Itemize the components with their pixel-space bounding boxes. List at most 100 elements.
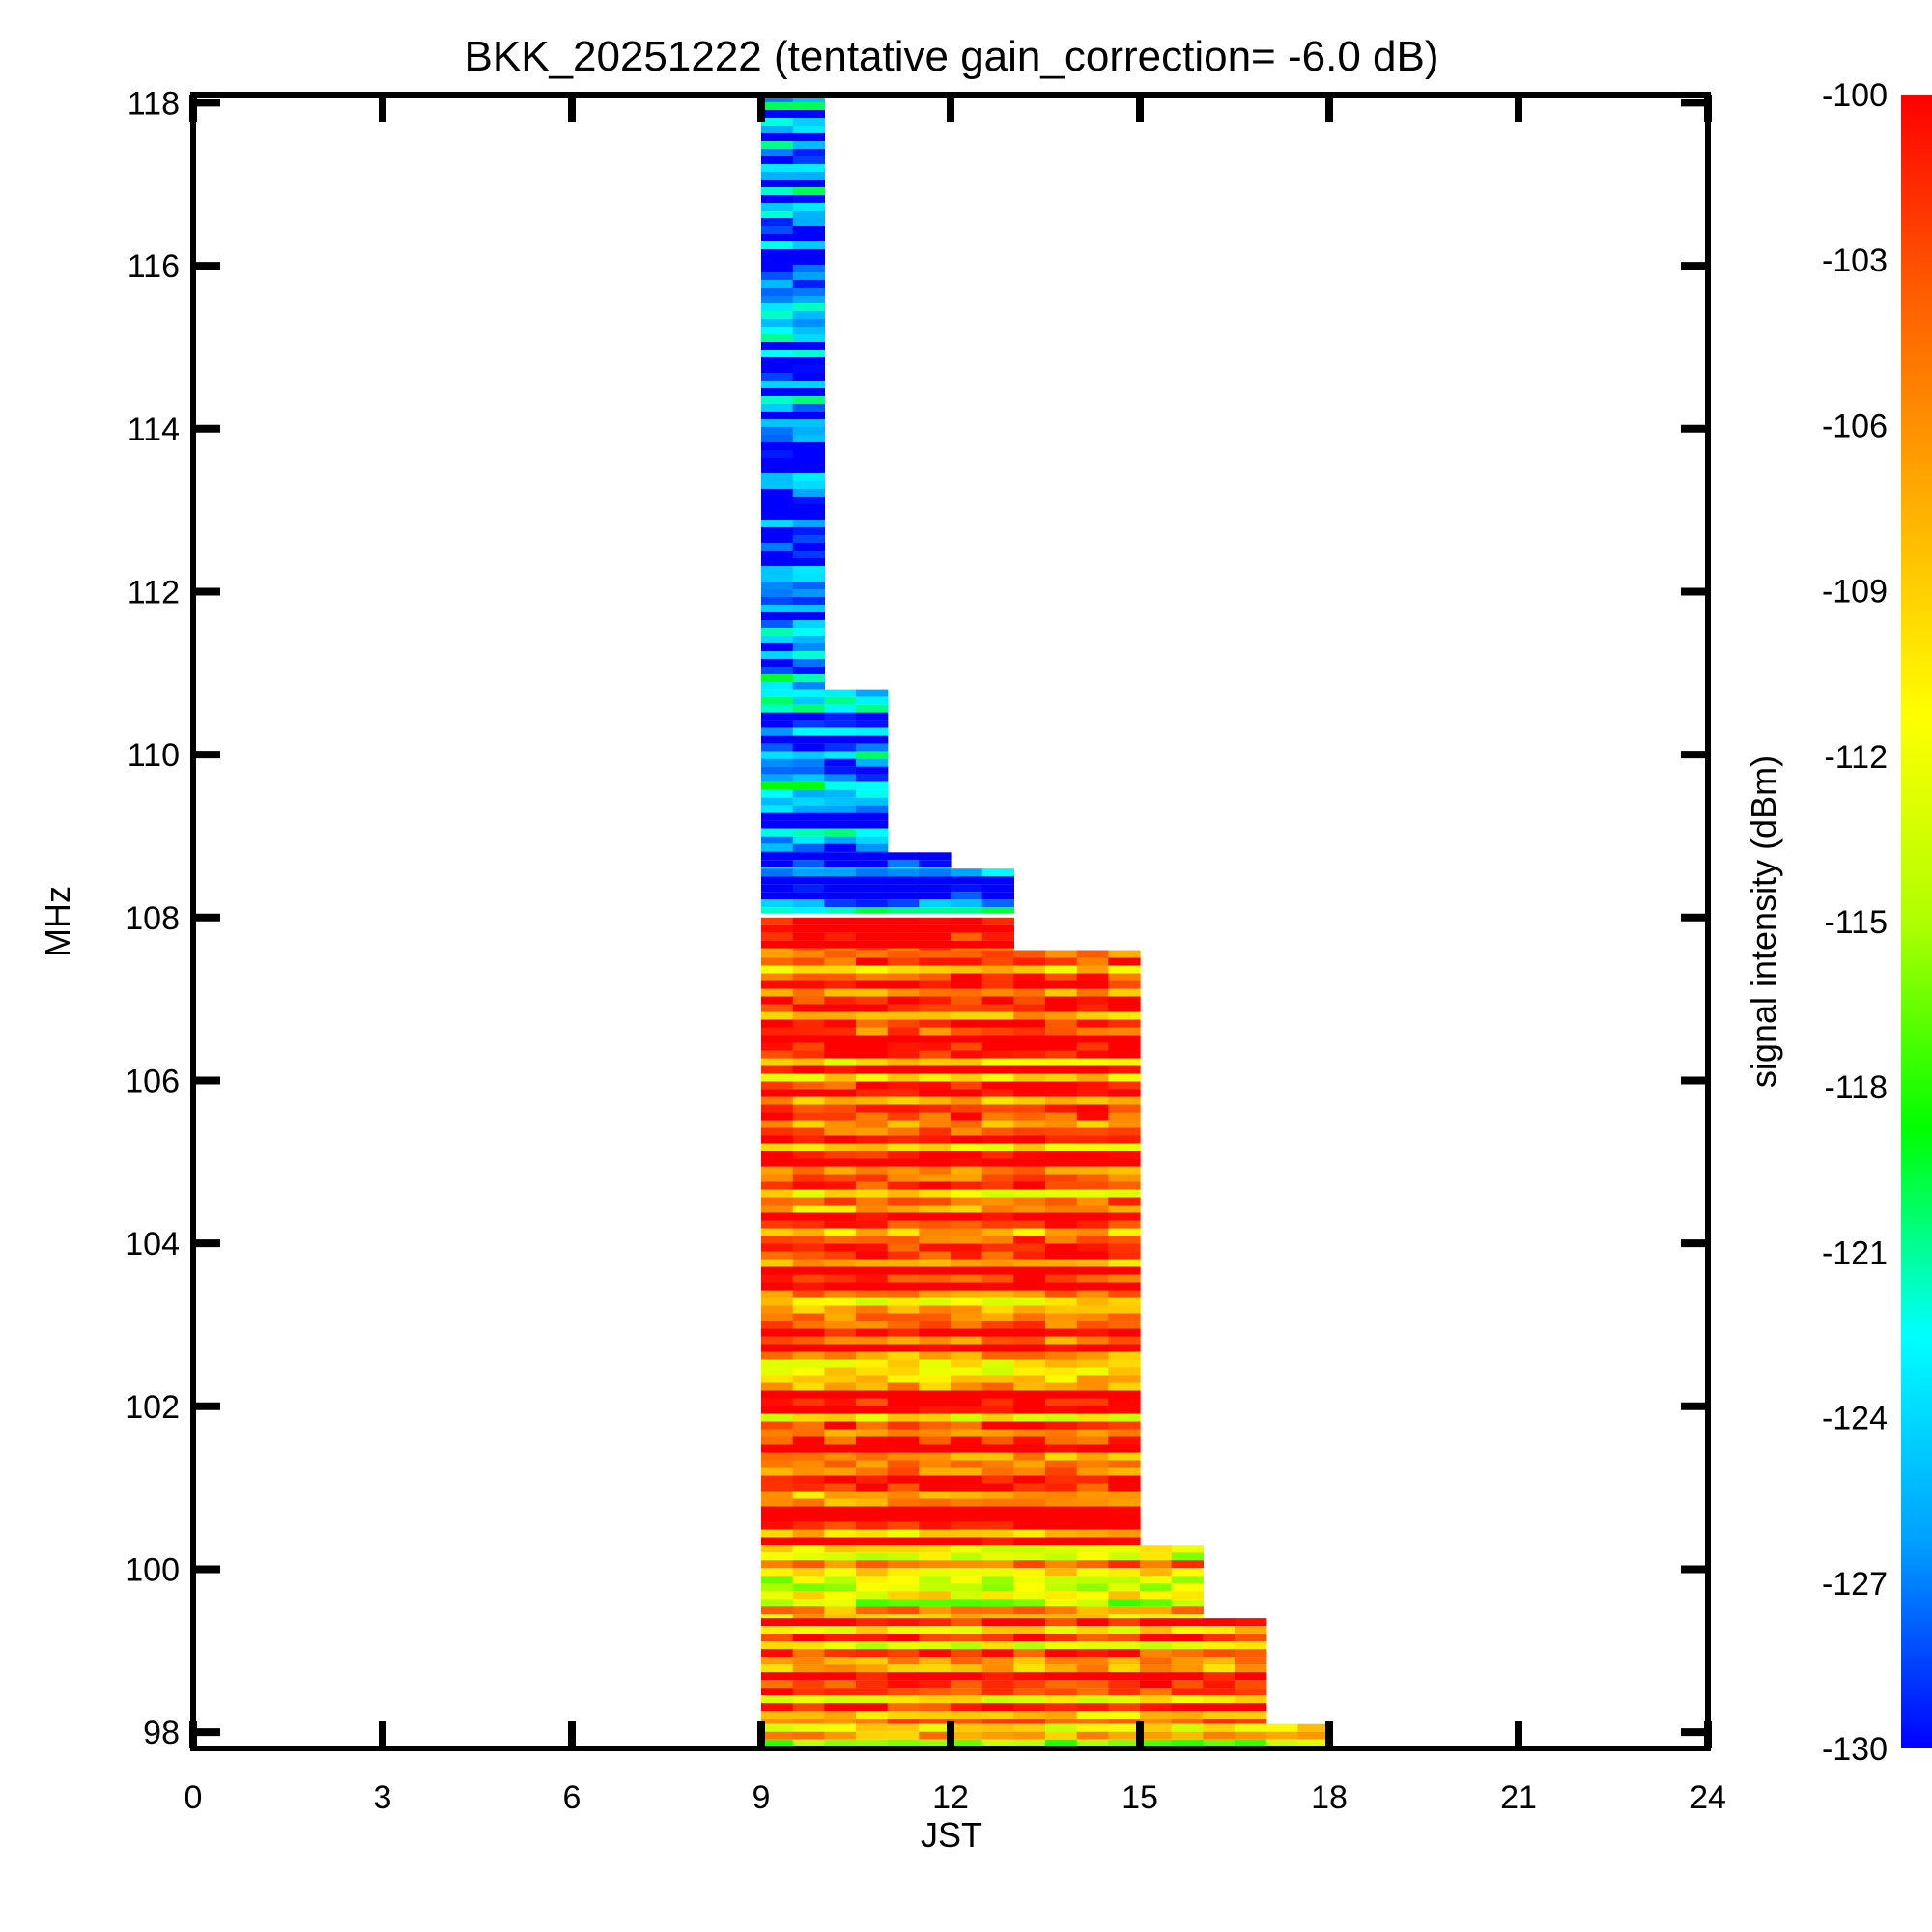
heatmap-cell — [792, 1460, 825, 1468]
heatmap-cell — [824, 805, 857, 813]
heatmap-cell — [981, 1390, 1014, 1399]
heatmap-cell — [887, 1634, 920, 1642]
heatmap-cell — [951, 1568, 983, 1577]
heatmap-cell — [761, 110, 794, 118]
heatmap-cell — [856, 1483, 889, 1492]
heatmap-cell — [981, 1375, 1014, 1383]
heatmap-cell — [824, 1197, 857, 1206]
heatmap-cell — [1076, 1537, 1109, 1546]
heatmap-cell — [951, 1073, 983, 1082]
heatmap-cell — [824, 1413, 857, 1422]
heatmap-cell — [761, 851, 794, 853]
heatmap-cell — [1076, 1641, 1109, 1650]
heatmap-cell — [792, 226, 825, 234]
heatmap-cell — [919, 1529, 952, 1538]
heatmap-cell — [1013, 950, 1046, 958]
heatmap-cell — [761, 133, 794, 141]
heatmap-cell — [761, 836, 794, 844]
heatmap-cell — [856, 1606, 889, 1615]
heatmap-cell — [792, 280, 825, 288]
heatmap-cell — [981, 1359, 1014, 1368]
heatmap-cell — [919, 884, 952, 893]
heatmap-cell — [1235, 1626, 1267, 1634]
heatmap-cell — [792, 118, 825, 126]
heatmap-cell — [824, 1120, 857, 1128]
heatmap-cell — [856, 1382, 889, 1391]
heatmap-cell — [761, 1328, 794, 1337]
heatmap-cell — [1108, 973, 1141, 981]
heatmap-cell — [761, 1135, 794, 1144]
heatmap-cell — [792, 1081, 825, 1090]
heatmap-cell — [981, 1723, 1014, 1732]
heatmap-cell — [1045, 1591, 1078, 1600]
heatmap-cell — [856, 1236, 889, 1244]
heatmap-cell — [824, 1614, 857, 1619]
heatmap-cell — [1013, 1703, 1046, 1712]
heatmap-cell — [1235, 1680, 1267, 1689]
heatmap-cell — [887, 1367, 920, 1376]
heatmap-cell — [1045, 1351, 1078, 1360]
heatmap-cell — [981, 948, 1014, 951]
heatmap-cell — [761, 1220, 794, 1229]
heatmap-cell — [1076, 1688, 1109, 1696]
heatmap-cell — [1108, 1166, 1141, 1175]
heatmap-cell — [919, 1739, 952, 1747]
heatmap-cell — [792, 156, 825, 164]
heatmap-cell — [1076, 1606, 1109, 1615]
y-tick-label: 108 — [125, 900, 180, 937]
heatmap-cell — [856, 1019, 889, 1028]
heatmap-cell — [792, 404, 825, 412]
heatmap-cell — [981, 965, 1014, 974]
heatmap-cell — [824, 1552, 857, 1561]
heatmap-cell — [981, 1719, 1014, 1724]
heatmap-cell — [919, 973, 952, 981]
heatmap-cell — [981, 1421, 1014, 1430]
heatmap-cell — [856, 1251, 889, 1260]
heatmap-cell — [919, 1351, 952, 1360]
heatmap-cell — [887, 1521, 920, 1530]
heatmap-cell — [761, 102, 794, 110]
heatmap-cell — [792, 704, 825, 713]
heatmap-cell — [981, 1166, 1014, 1175]
heatmap-cell — [761, 950, 794, 958]
heatmap-cell — [919, 1290, 952, 1298]
heatmap-cell — [824, 1506, 857, 1515]
heatmap-cell — [887, 1011, 920, 1020]
heatmap-cell — [1045, 1096, 1078, 1105]
heatmap-cell — [824, 1089, 857, 1097]
heatmap-block — [761, 917, 1014, 951]
heatmap-cell — [951, 1506, 983, 1515]
heatmap-cell — [856, 1491, 889, 1499]
heatmap-cell — [1013, 1537, 1046, 1546]
heatmap-cell — [887, 1649, 920, 1658]
heatmap-cell — [1108, 1591, 1141, 1600]
heatmap-cell — [1108, 1081, 1141, 1090]
heatmap-cell — [856, 735, 889, 744]
heatmap-cell — [1045, 1467, 1078, 1476]
heatmap-cell — [824, 1568, 857, 1577]
heatmap-cell — [792, 1475, 825, 1484]
colorbar-tick-label: -127 — [1822, 1566, 1888, 1603]
heatmap-cell — [792, 265, 825, 272]
heatmap-cell — [824, 1483, 857, 1492]
heatmap-cell — [1045, 1688, 1078, 1696]
heatmap-cell — [792, 957, 825, 966]
heatmap-cell — [981, 1073, 1014, 1082]
heatmap-cell — [981, 899, 1014, 908]
heatmap-cell — [1108, 980, 1141, 989]
heatmap-cell — [919, 1251, 952, 1260]
heatmap-cell — [1171, 1731, 1204, 1740]
heatmap-cell — [887, 1050, 920, 1059]
heatmap-cell — [1108, 957, 1141, 966]
heatmap-cell — [856, 1359, 889, 1368]
heatmap-cell — [761, 1359, 794, 1368]
heatmap-cell — [981, 1537, 1014, 1546]
heatmap-cell — [887, 1467, 920, 1476]
heatmap-cell — [792, 735, 825, 744]
heatmap-cell — [761, 381, 794, 388]
heatmap-cell — [1108, 996, 1141, 1005]
heatmap-cell — [981, 1274, 1014, 1283]
heatmap-cell — [824, 1452, 857, 1461]
heatmap-cell — [761, 876, 794, 885]
heatmap-cell — [919, 1104, 952, 1113]
